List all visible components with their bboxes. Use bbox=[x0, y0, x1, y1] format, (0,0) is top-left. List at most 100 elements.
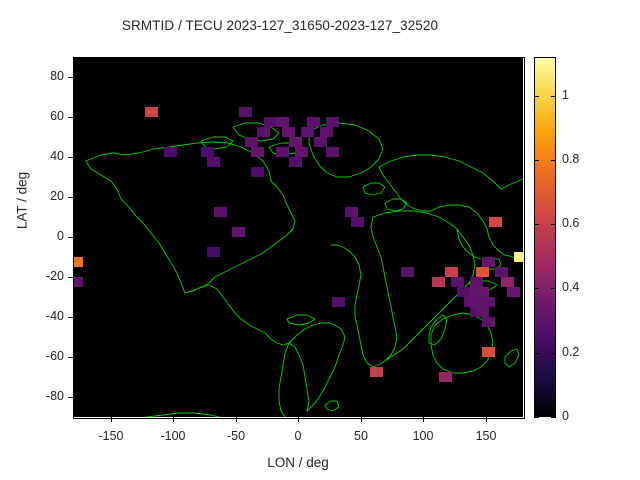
heatmap-cell bbox=[401, 267, 414, 277]
x-axis-label: LON / deg bbox=[267, 455, 329, 470]
heatmap-cell bbox=[276, 117, 289, 127]
heatmap-cell bbox=[489, 217, 502, 227]
colorbar-tick-label: 1 bbox=[562, 88, 569, 102]
heatmap-plot-area[interactable] bbox=[73, 57, 523, 417]
x-tick-mark bbox=[111, 417, 112, 422]
colorbar-tick-mark bbox=[551, 224, 556, 225]
y-tick-mark bbox=[68, 237, 73, 238]
heatmap-cell bbox=[457, 287, 470, 297]
heatmap-cell bbox=[251, 147, 264, 157]
x-tick-mark bbox=[236, 417, 237, 422]
heatmap-cell bbox=[207, 157, 220, 167]
heatmap-cell bbox=[470, 277, 483, 287]
heatmap-cell bbox=[245, 137, 258, 147]
y-tick-label: 40 bbox=[50, 149, 64, 163]
heatmap-cell bbox=[345, 207, 358, 217]
y-tick-label: 60 bbox=[50, 109, 64, 123]
heatmap-cell bbox=[351, 217, 364, 227]
colorbar-tick-label: 0.2 bbox=[562, 345, 580, 359]
heatmap-cell bbox=[276, 147, 289, 157]
colorbar-tick-mark bbox=[534, 417, 539, 418]
coastline-overlay bbox=[85, 122, 523, 417]
x-tick-mark bbox=[486, 417, 487, 422]
heatmap-cell bbox=[476, 287, 489, 297]
heatmap-cell bbox=[282, 127, 295, 137]
heatmap-cell bbox=[432, 277, 445, 287]
heatmap-cell bbox=[295, 147, 308, 157]
colorbar-tick-mark bbox=[551, 353, 556, 354]
heatmap-cell bbox=[476, 267, 489, 277]
colorbar-tick-mark bbox=[534, 160, 539, 161]
x-tick-label: 150 bbox=[475, 429, 497, 443]
heatmap-cell bbox=[145, 107, 158, 117]
colorbar-tick-mark bbox=[551, 417, 556, 418]
heatmap-cell bbox=[482, 257, 495, 267]
heatmap-cell bbox=[314, 137, 327, 147]
heatmap-cell bbox=[507, 287, 520, 297]
page-title: SRMTID / TECU 2023-127_31650-2023-127_32… bbox=[121, 18, 439, 33]
colorbar-tick-mark bbox=[551, 96, 556, 97]
heatmap-cell bbox=[289, 157, 302, 167]
y-tick-mark bbox=[68, 397, 73, 398]
x-tick-label: -50 bbox=[226, 429, 246, 443]
heatmap-cell bbox=[289, 137, 302, 147]
heatmap-cell bbox=[201, 147, 214, 157]
y-tick-label: 20 bbox=[50, 189, 64, 203]
x-tick-label: -100 bbox=[160, 429, 186, 443]
heatmap-cell bbox=[495, 267, 508, 277]
x-tick-mark bbox=[298, 417, 299, 422]
y-tick-mark bbox=[68, 317, 73, 318]
heatmap-cell bbox=[482, 317, 495, 327]
heatmap-cell bbox=[301, 127, 314, 137]
heatmap-cell bbox=[257, 127, 270, 137]
y-tick-mark bbox=[68, 157, 73, 158]
heatmap-cell bbox=[264, 117, 277, 127]
colorbar-tick-label: 0.8 bbox=[562, 152, 580, 166]
heatmap-cell bbox=[482, 347, 495, 357]
colorbar-tick-mark bbox=[534, 353, 539, 354]
y-tick-label: -40 bbox=[45, 309, 64, 323]
y-tick-label: -80 bbox=[45, 389, 64, 403]
x-tick-label: -150 bbox=[98, 429, 124, 443]
heatmap-cell bbox=[370, 367, 383, 377]
x-tick-mark bbox=[361, 417, 362, 422]
colorbar-tick-mark bbox=[551, 288, 556, 289]
colorbar-tick-mark bbox=[534, 96, 539, 97]
y-tick-mark bbox=[68, 117, 73, 118]
heatmap-cell bbox=[73, 277, 83, 287]
heatmap-cell bbox=[164, 147, 177, 157]
heatmap-cell bbox=[501, 277, 514, 287]
heatmap-cell bbox=[207, 247, 220, 257]
heatmap-cell bbox=[439, 372, 452, 382]
heatmap-cell bbox=[320, 127, 333, 137]
x-tick-mark bbox=[173, 417, 174, 422]
heatmap-cell bbox=[232, 227, 245, 237]
heatmap-cell bbox=[451, 277, 464, 287]
heatmap-cell bbox=[73, 257, 83, 267]
heatmap-cell bbox=[326, 117, 339, 127]
heatmap-cell bbox=[307, 117, 320, 127]
heatmap-cell bbox=[214, 207, 227, 217]
x-tick-label: 50 bbox=[354, 429, 368, 443]
heatmap-cell bbox=[251, 167, 264, 177]
heatmap-cell bbox=[239, 107, 252, 117]
colorbar[interactable] bbox=[534, 57, 556, 417]
colorbar-tick-label: 0 bbox=[562, 409, 569, 423]
colorbar-tick-mark bbox=[534, 224, 539, 225]
y-tick-mark bbox=[68, 357, 73, 358]
y-tick-label: 0 bbox=[57, 229, 64, 243]
x-tick-mark bbox=[423, 417, 424, 422]
y-tick-label: -60 bbox=[45, 349, 64, 363]
colorbar-tick-label: 0.4 bbox=[562, 280, 580, 294]
y-tick-mark bbox=[68, 77, 73, 78]
heatmap-cell bbox=[445, 267, 458, 277]
colorbar-tick-mark bbox=[534, 288, 539, 289]
heatmap-cell bbox=[514, 252, 523, 262]
y-tick-label: -20 bbox=[45, 269, 64, 283]
heatmap-cell bbox=[332, 297, 345, 307]
heatmap-cell bbox=[476, 307, 489, 317]
y-tick-mark bbox=[68, 277, 73, 278]
colorbar-tick-label: 0.6 bbox=[562, 216, 580, 230]
heatmap-cell bbox=[482, 297, 495, 307]
